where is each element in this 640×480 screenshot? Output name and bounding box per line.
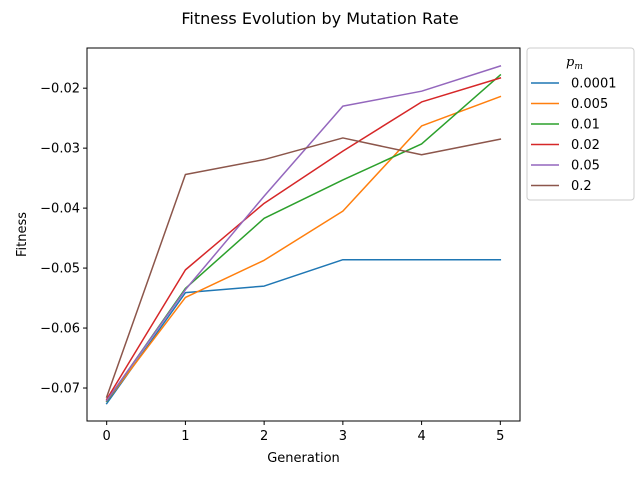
x-tick-label: 1	[181, 429, 189, 444]
y-tick-label: −0.07	[40, 382, 80, 397]
series-line-2	[105, 73, 502, 403]
legend-label: 0.02	[571, 138, 600, 153]
x-axis-ticks: 0 1 2 3 4 5	[103, 421, 504, 444]
x-tick-label: 0	[103, 429, 111, 444]
x-tick-label: 2	[260, 429, 268, 444]
series-line-4	[105, 65, 502, 402]
series-line-1	[105, 95, 502, 403]
x-tick-label: 5	[496, 429, 504, 444]
plot-frame	[86, 47, 521, 422]
y-tick-label: −0.04	[40, 202, 80, 217]
x-tick-label: 4	[417, 429, 425, 444]
y-axis-label: Fitness	[15, 212, 30, 257]
legend-label: 0.005	[571, 97, 608, 112]
legend: pm 0.0001 0.005 0.01 0.02 0.05 0.2	[526, 47, 635, 201]
series-lines	[105, 65, 502, 405]
legend-title-subscript: m	[574, 62, 583, 72]
chart-title: Fitness Evolution by Mutation Rate	[181, 9, 458, 28]
y-axis-ticks: −0.07 −0.06 −0.05 −0.04 −0.03 −0.02	[40, 82, 87, 397]
y-tick-label: −0.05	[40, 262, 80, 277]
legend-title-main: p	[566, 55, 575, 70]
series-line-3	[105, 77, 502, 401]
legend-label: 0.05	[571, 159, 600, 174]
legend-label: 0.0001	[571, 77, 617, 92]
legend-title: pm	[566, 55, 583, 72]
series-line-5	[105, 137, 502, 398]
x-tick-label: 3	[339, 429, 347, 444]
x-axis-label: Generation	[267, 451, 340, 466]
legend-label: 0.2	[571, 179, 592, 194]
series-line-0	[105, 258, 502, 405]
legend-frame	[526, 47, 635, 201]
y-tick-label: −0.02	[40, 82, 80, 97]
legend-label: 0.01	[571, 118, 600, 133]
y-tick-label: −0.03	[40, 142, 80, 157]
legend-items: 0.0001 0.005 0.01 0.02 0.05 0.2	[531, 77, 617, 194]
y-tick-label: −0.06	[40, 322, 80, 337]
